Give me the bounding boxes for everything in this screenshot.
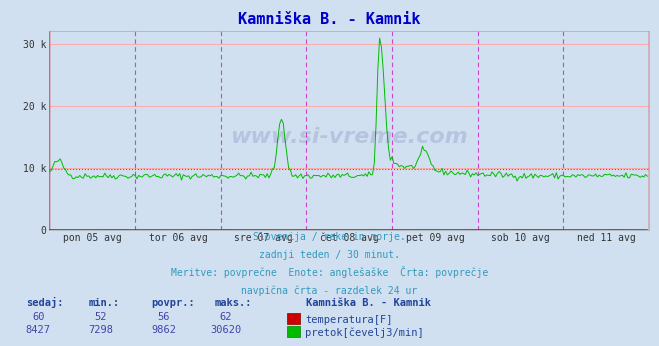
Text: www.si-vreme.com: www.si-vreme.com [231,127,468,147]
Text: 52: 52 [95,312,107,322]
Text: povpr.:: povpr.: [152,298,195,308]
Text: sedaj:: sedaj: [26,297,64,308]
Text: 9862: 9862 [151,325,176,335]
Text: Kamniška B. - Kamnik: Kamniška B. - Kamnik [306,298,432,308]
Text: navpična črta - razdelek 24 ur: navpična črta - razdelek 24 ur [241,286,418,297]
Text: pretok[čevelj3/min]: pretok[čevelj3/min] [305,328,424,338]
Text: 7298: 7298 [88,325,113,335]
Text: min.:: min.: [89,298,120,308]
Text: Kamniška B. - Kamnik: Kamniška B. - Kamnik [239,12,420,27]
Text: maks.:: maks.: [214,298,252,308]
Text: 60: 60 [32,312,44,322]
Text: temperatura[F]: temperatura[F] [305,315,393,325]
Text: 8427: 8427 [26,325,51,335]
Text: 56: 56 [158,312,169,322]
Text: Meritve: povprečne  Enote: anglešaške  Črta: povprečje: Meritve: povprečne Enote: anglešaške Črt… [171,266,488,279]
Text: 30620: 30620 [210,325,242,335]
Text: 62: 62 [220,312,232,322]
Text: Slovenija / reke in morje.: Slovenija / reke in morje. [253,233,406,243]
Text: zadnji teden / 30 minut.: zadnji teden / 30 minut. [259,251,400,261]
